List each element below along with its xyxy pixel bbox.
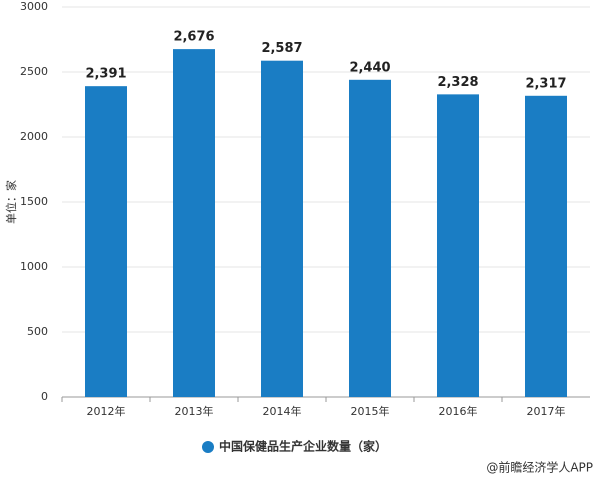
y-tick-label: 2500: [20, 65, 48, 78]
value-label: 2,317: [525, 76, 566, 91]
legend-marker: [202, 441, 214, 453]
x-tick-label: 2013年: [175, 404, 214, 418]
x-tick-label: 2014年: [263, 404, 302, 418]
y-tick-label: 500: [27, 325, 48, 338]
legend-label: 中国保健品生产企业数量（家）: [219, 439, 387, 454]
bar: [85, 86, 127, 398]
bar: [173, 49, 215, 398]
value-label: 2,676: [173, 30, 214, 45]
value-label: 2,587: [261, 41, 302, 56]
y-tick-label: 0: [41, 390, 48, 403]
bar: [437, 94, 479, 398]
value-label: 2,391: [85, 67, 126, 82]
source: @前瞻经济学人APP: [486, 460, 593, 475]
x-tick-label: 2015年: [351, 404, 390, 418]
x-tick-label: 2017年: [527, 404, 566, 418]
bar: [525, 95, 567, 397]
bar: [349, 79, 391, 398]
y-tick-label: 2000: [20, 130, 48, 143]
bar: [261, 60, 303, 397]
y-tick-label: 1500: [20, 195, 48, 208]
y-tick-label: 3000: [20, 0, 48, 13]
y-axis-label: 单位：家: [4, 180, 18, 224]
x-tick-label: 2016年: [439, 404, 478, 418]
value-label: 2,328: [437, 75, 478, 90]
y-tick-label: 1000: [20, 260, 48, 273]
value-label: 2,440: [349, 60, 390, 75]
x-tick-label: 2012年: [87, 404, 126, 418]
